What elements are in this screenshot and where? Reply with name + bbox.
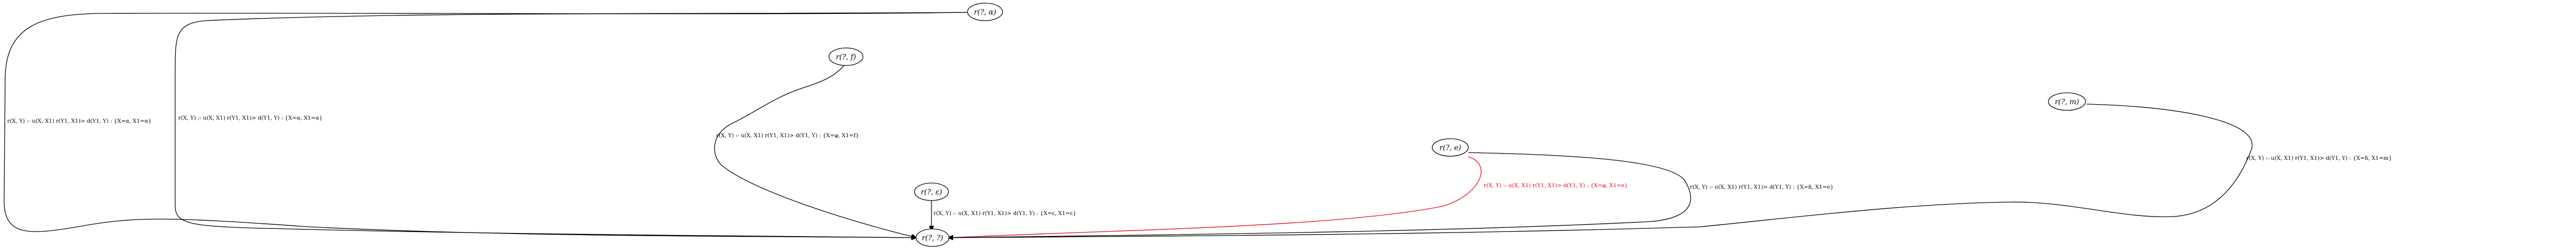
edge-upper-mid-to-target [714, 64, 918, 239]
edge-label: r(X, Y) :- u(X, X1) r(Y1, X1)> d(Y1, Y) … [716, 132, 859, 139]
edge-label: r(X, Y) :- u(X, X1) r(Y1, X1)> d(Y1, Y) … [7, 118, 151, 124]
edge-label: r(X, Y) :- u(X, X1) r(Y1, X1)> d(Y1, Y) … [934, 210, 1076, 217]
edge-label: r(X, Y) :- u(X, X1) r(Y1, X1)> d(Y1, Y) … [1690, 184, 1834, 190]
edge-center-right-to-target-red [947, 156, 1482, 240]
edge-label: r(X, Y) :- u(X, X1) r(Y1, X1)> d(Y1, Y) … [1484, 182, 1628, 189]
node-label: r(?, ε) [921, 188, 942, 196]
edge-label: r(X, Y) :- u(X, X1) r(Y1, X1)> d(Y1, Y) … [2246, 155, 2392, 161]
node-top-right: r(?, α) [967, 3, 1003, 21]
node-upper-mid: r(?, f) [828, 47, 863, 66]
node-target: r(?, ?) [916, 228, 950, 247]
node-label: r(?, α) [974, 8, 996, 16]
node-right: r(?, m) [2048, 92, 2086, 111]
node-center-right: r(?, e) [1432, 138, 1469, 157]
node-label: r(?, f) [836, 53, 856, 61]
edge-top-right-to-target-inner [175, 12, 968, 240]
node-lower-mid: r(?, ε) [914, 182, 949, 201]
node-label: r(?, m) [2055, 98, 2079, 106]
node-label: r(?, ?) [922, 234, 943, 242]
edge-right-node-to-target [947, 104, 2253, 240]
edge-label: r(X, Y) :- u(X, X1) r(Y1, X1)> d(Y1, Y) … [178, 115, 323, 121]
edge-center-right-to-target-black [947, 152, 1691, 240]
edge-top-right-to-target-outer [4, 12, 968, 240]
node-label: r(?, e) [1439, 144, 1461, 152]
